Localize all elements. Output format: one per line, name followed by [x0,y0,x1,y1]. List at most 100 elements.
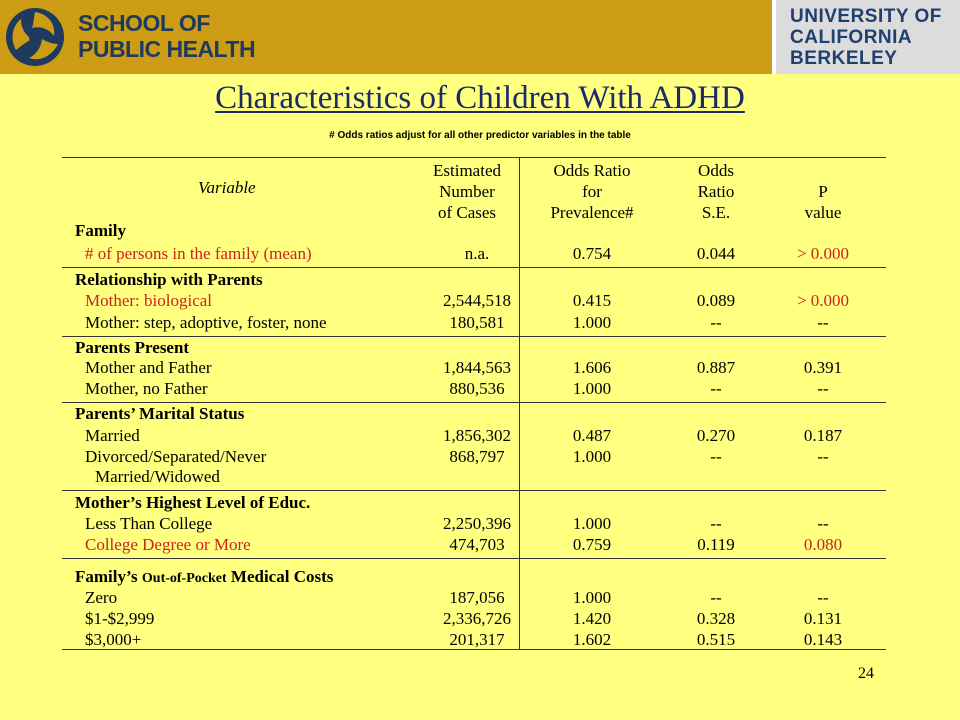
table-bottom-rule [62,649,886,650]
section-title-family: Family [75,221,126,240]
row-label-continued: Married/Widowed [95,467,220,486]
header-odds-line3: Prevalence# [550,203,634,222]
row-cases: 474,703 [449,535,505,554]
university-logo: UNIVERSITY OF CALIFORNIA BERKELEY [772,0,960,74]
row-cases: 2,336,726 [443,609,511,628]
row-cases: 201,317 [449,630,505,649]
row-p: 0.391 [803,358,843,377]
row-p: 0.131 [803,609,843,628]
row-label: Mother and Father [85,358,212,377]
header-se-line2: Ratio [697,182,735,201]
header-odds-line1: Odds Ratio [553,161,631,180]
row-odds: 0.415 [572,291,612,310]
university-line2: CALIFORNIA [790,26,913,48]
row-p: 0.187 [803,426,843,445]
header-cases-line2: Number [439,182,495,201]
header-cases: Estimated Number of Cases [412,160,522,223]
row-label: College Degree or More [85,535,251,554]
section-title-part1: Family’s [75,567,138,586]
header-p-line2: value [804,203,842,222]
section-rule [62,336,886,337]
row-se: 0.887 [696,358,736,377]
row-se: 0.119 [697,535,735,554]
row-odds: 1.602 [572,630,612,649]
school-name-line1: SCHOOL OF [78,10,210,36]
row-label: Married [85,426,140,445]
section-title-part3: Medical Costs [230,567,334,586]
row-odds: 1.606 [572,358,612,377]
row-p: -- [817,313,829,332]
slide-title: Characteristics of Children With ADHD [0,80,960,117]
header-odds: Odds Ratio for Prevalence# [532,160,652,223]
row-se: 0.328 [696,609,736,628]
row-cases: n.a. [464,244,490,263]
row-label: Mother: biological [85,291,213,310]
header-p: P value [778,181,868,223]
header-se-line3: S.E. [701,203,731,222]
row-se: 0.515 [696,630,736,649]
row-label: Less Than College [85,514,213,533]
row-odds: 0.754 [572,244,612,263]
header-cases-line1: Estimated [433,161,501,180]
row-p: -- [817,447,829,466]
slide-title-text: Characteristics of Children With ADHD [215,80,745,116]
header-cases-line3: of Cases [437,203,497,222]
row-label: Mother, no Father [85,379,208,398]
row-odds: 1.420 [572,609,612,628]
header-variable: Variable [198,178,256,197]
section-rule [62,558,886,559]
row-se: -- [710,447,722,466]
section-rule [62,402,886,403]
row-p: > 0.000 [796,291,850,310]
row-cases: 1,844,563 [443,358,511,377]
row-odds: 1.000 [572,447,612,466]
row-se: 0.089 [696,291,736,310]
row-odds: 1.000 [572,514,612,533]
row-se: -- [710,379,722,398]
school-name: SCHOOL OF PUBLIC HEALTH [78,10,256,62]
footnote: # Odds ratios adjust for all other predi… [329,130,631,141]
row-label: $1-$2,999 [85,609,155,628]
school-logo-icon [6,8,64,66]
row-odds: 0.759 [572,535,612,554]
row-cases: 880,536 [449,379,505,398]
section-rule [62,490,886,491]
row-cases: 180,581 [449,313,505,332]
section-title-part2: Out-of-Pocket [141,571,227,586]
row-cases: 2,250,396 [443,514,511,533]
row-se: -- [710,313,722,332]
section-title-marital-status: Parents’ Marital Status [75,404,245,423]
page-number: 24 [858,665,874,682]
row-p: -- [817,514,829,533]
row-cases: 2,544,518 [443,291,511,310]
row-se: 0.270 [696,426,736,445]
university-line3: BERKELEY [790,47,898,69]
row-odds: 1.000 [572,588,612,607]
section-rule [62,267,886,268]
university-line1: UNIVERSITY OF [790,5,942,27]
row-se: 0.044 [696,244,736,263]
table-column-divider [519,157,520,649]
section-title-mother-education: Mother’s Highest Level of Educ. [75,493,311,512]
row-odds: 0.487 [572,426,612,445]
row-label: Divorced/Separated/Never [85,447,267,466]
table-top-rule [62,157,886,158]
row-se: -- [710,514,722,533]
section-title-medical-costs: Family’s Out-of-Pocket Medical Costs [75,567,333,589]
row-p: 0.143 [803,630,843,649]
header-se: Odds Ratio S.E. [668,160,764,223]
row-label: # of persons in the family (mean) [85,244,312,263]
section-title-parents-present: Parents Present [75,338,190,357]
row-label: Zero [85,588,118,607]
row-odds: 1.000 [572,313,612,332]
row-se: -- [710,588,722,607]
row-p: -- [817,379,829,398]
row-cases: 868,797 [449,447,505,466]
header-p-line1: P [818,182,828,201]
row-p: -- [817,588,829,607]
row-cases: 187,056 [449,588,505,607]
header-odds-line2: for [582,182,602,201]
row-label: $3,000+ [85,630,142,649]
row-p: 0.080 [803,535,843,554]
section-title-relationship: Relationship with Parents [75,270,263,289]
